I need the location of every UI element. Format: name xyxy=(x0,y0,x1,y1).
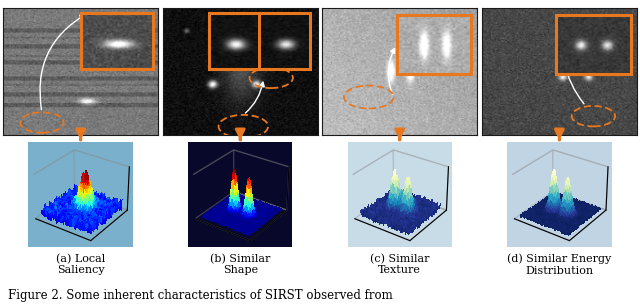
Text: (c) Similar
Texture: (c) Similar Texture xyxy=(370,253,429,275)
Text: (b) Similar
Shape: (b) Similar Shape xyxy=(210,253,271,275)
Text: (d) Similar Energy
Distribution: (d) Similar Energy Distribution xyxy=(508,253,611,276)
Text: Figure 2. Some inherent characteristics of SIRST observed from: Figure 2. Some inherent characteristics … xyxy=(8,289,392,302)
Text: (a) Local
Saliency: (a) Local Saliency xyxy=(56,253,106,275)
FancyBboxPatch shape xyxy=(258,13,261,69)
